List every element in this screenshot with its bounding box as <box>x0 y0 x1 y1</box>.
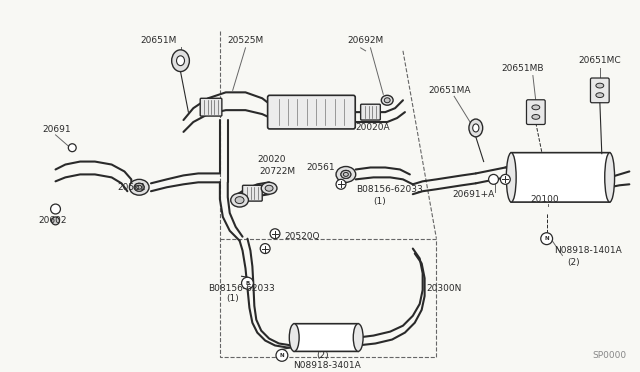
Text: (1): (1) <box>226 294 239 302</box>
Text: 20602: 20602 <box>39 217 67 225</box>
Circle shape <box>488 174 499 184</box>
Text: B08156-62033: B08156-62033 <box>208 283 275 293</box>
Ellipse shape <box>532 105 540 110</box>
Ellipse shape <box>596 93 604 97</box>
Ellipse shape <box>341 170 351 178</box>
Text: B: B <box>245 280 250 286</box>
Text: 20520Q: 20520Q <box>285 232 321 241</box>
FancyBboxPatch shape <box>200 98 222 116</box>
Circle shape <box>52 217 60 225</box>
Ellipse shape <box>344 173 348 176</box>
Ellipse shape <box>261 182 277 194</box>
Text: N08918-1401A: N08918-1401A <box>554 246 622 255</box>
Text: 20651MC: 20651MC <box>579 56 621 65</box>
Circle shape <box>270 229 280 239</box>
Text: N08918-3401A: N08918-3401A <box>292 361 360 370</box>
Circle shape <box>500 174 510 184</box>
Text: 20525M: 20525M <box>227 36 264 45</box>
Ellipse shape <box>341 170 351 178</box>
Ellipse shape <box>336 167 356 182</box>
Circle shape <box>541 233 552 245</box>
Ellipse shape <box>134 183 144 191</box>
Text: 20651M: 20651M <box>141 36 177 45</box>
Circle shape <box>51 204 60 214</box>
Ellipse shape <box>506 153 516 202</box>
Ellipse shape <box>134 183 144 191</box>
Ellipse shape <box>605 153 614 202</box>
Circle shape <box>260 244 270 253</box>
FancyBboxPatch shape <box>527 100 545 125</box>
Text: 20020A: 20020A <box>356 124 390 132</box>
FancyBboxPatch shape <box>294 324 358 352</box>
Circle shape <box>336 179 346 189</box>
Text: 20561: 20561 <box>118 183 146 192</box>
Circle shape <box>241 277 253 289</box>
Ellipse shape <box>473 124 479 132</box>
FancyBboxPatch shape <box>511 153 610 202</box>
Text: (1): (1) <box>373 197 386 206</box>
Text: 20300N: 20300N <box>427 283 462 293</box>
Circle shape <box>276 349 288 361</box>
Circle shape <box>68 144 76 152</box>
Ellipse shape <box>137 185 141 189</box>
Text: B08156-62033: B08156-62033 <box>356 185 422 194</box>
Text: 20691+A: 20691+A <box>452 190 495 199</box>
Ellipse shape <box>469 119 483 137</box>
FancyBboxPatch shape <box>243 185 262 201</box>
Ellipse shape <box>353 324 363 352</box>
Text: 20651MA: 20651MA <box>428 86 470 95</box>
Text: 20561: 20561 <box>307 163 335 172</box>
FancyBboxPatch shape <box>268 95 355 129</box>
Ellipse shape <box>230 193 248 207</box>
Text: N: N <box>280 353 284 358</box>
Ellipse shape <box>129 179 149 195</box>
Text: 20691: 20691 <box>43 125 71 134</box>
Text: SP0000: SP0000 <box>592 351 626 360</box>
Text: 20100: 20100 <box>531 195 559 203</box>
Ellipse shape <box>381 95 393 105</box>
Text: N: N <box>545 236 549 241</box>
Text: 20692M: 20692M <box>348 36 384 45</box>
Ellipse shape <box>172 50 189 71</box>
Text: 20722M: 20722M <box>259 167 296 176</box>
Bar <box>220 239 436 357</box>
Text: 20651MB: 20651MB <box>502 64 544 73</box>
Ellipse shape <box>384 98 390 103</box>
FancyBboxPatch shape <box>591 78 609 103</box>
Ellipse shape <box>265 185 273 191</box>
Text: (2): (2) <box>567 258 580 267</box>
Ellipse shape <box>289 324 299 352</box>
Ellipse shape <box>177 56 184 65</box>
Text: (2): (2) <box>316 351 329 360</box>
Ellipse shape <box>596 83 604 88</box>
Ellipse shape <box>235 197 244 203</box>
Text: 20020: 20020 <box>257 155 286 164</box>
FancyBboxPatch shape <box>361 104 380 120</box>
Ellipse shape <box>532 115 540 119</box>
